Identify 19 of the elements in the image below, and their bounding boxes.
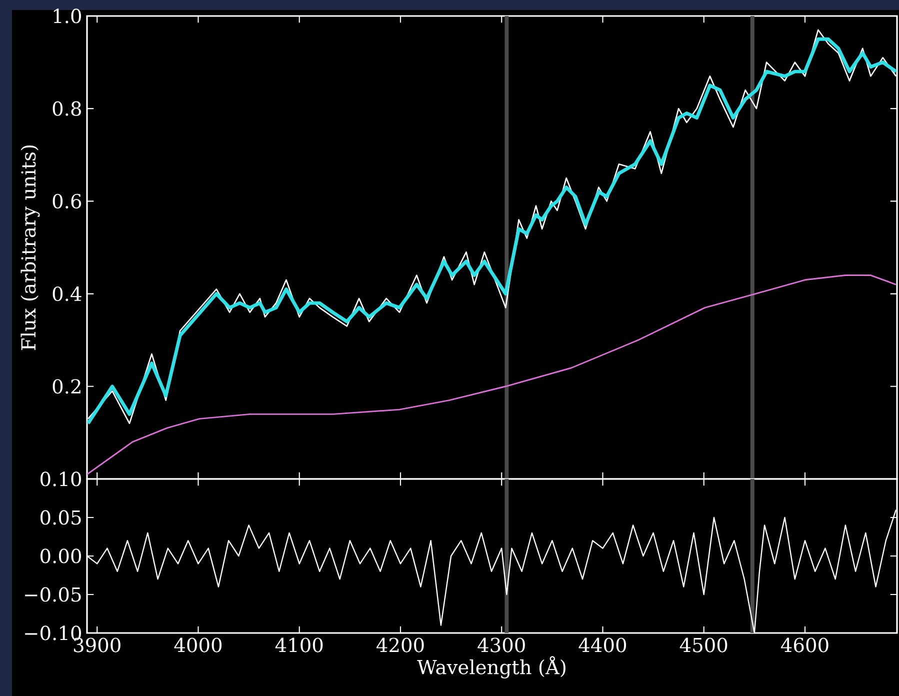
x-tick-label: 4100 [275, 638, 323, 652]
y-tick-label: 0.10 [40, 472, 82, 486]
x-tick-label: 4600 [780, 638, 828, 652]
x-tick-label: 4000 [174, 638, 222, 652]
y-tick-label: 1.0 [54, 8, 82, 24]
x-tick-label: 4400 [578, 638, 626, 652]
y-tick-label: 0.6 [52, 194, 82, 209]
y-tick-label: −0.05 [25, 587, 81, 602]
y-tick-label: 0.2 [52, 379, 80, 394]
x-tick-label: 4200 [376, 638, 424, 652]
y-axis-title: Flux (arbitrary units) [20, 145, 40, 350]
x-axis-title: Wavelength (Å) [417, 656, 566, 678]
y-tick-label: 0.00 [40, 548, 82, 564]
y-tick-label: 0.05 [40, 510, 81, 525]
x-tick-label: 4500 [680, 638, 728, 652]
y-tick-label: 0.8 [52, 101, 81, 116]
line-series [87, 274, 897, 476]
y-tick-label: 0.4 [52, 286, 82, 302]
x-tick-label: 4300 [478, 638, 525, 652]
